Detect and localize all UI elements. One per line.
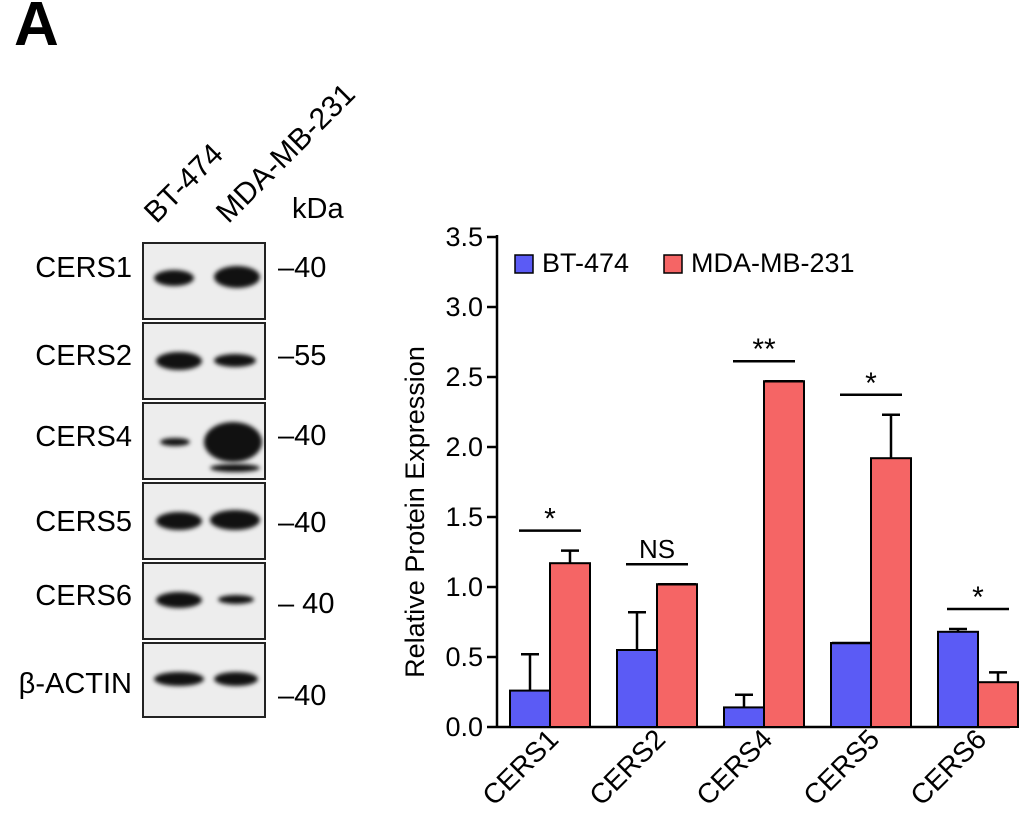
bar-mda-mb-231-cers1 <box>549 562 591 729</box>
y-axis-title: Relative Protein Expression <box>400 346 430 678</box>
blot-row-label-cers2: CERS2 <box>35 340 132 372</box>
significance-label: * <box>544 503 556 536</box>
y-tick-label: 0.0 <box>445 712 483 742</box>
bar-bt-474-cers6 <box>937 630 979 728</box>
significance-label: * <box>972 581 984 614</box>
bar-mda-mb-231-cers5 <box>870 457 912 728</box>
panel-label: A <box>14 0 59 59</box>
marker-cers1: –40 <box>278 252 327 284</box>
blot-strip-beta-actin <box>142 642 266 718</box>
bar-bt-474-cers2 <box>616 649 658 728</box>
marker-beta-actin: –40 <box>278 680 327 712</box>
blot-row-label-cers5: CERS5 <box>35 506 132 538</box>
x-tick-label: CERS6 <box>904 723 992 811</box>
y-tick-label: 1.0 <box>445 572 483 602</box>
blot-strip-cers1 <box>142 242 266 320</box>
bar-mda-mb-231-cers4 <box>763 380 805 728</box>
y-tick-label: 3.0 <box>445 292 483 322</box>
marker-cers5: –40 <box>278 507 327 539</box>
x-tick-label: CERS2 <box>583 723 671 811</box>
bar-bt-474-cers4 <box>723 706 765 729</box>
x-tick-label: CERS1 <box>476 723 564 811</box>
significance-label: * <box>865 367 877 400</box>
bar-bt-474-cers1 <box>509 689 551 728</box>
marker-cers4: –40 <box>278 420 327 452</box>
y-tick-label: 1.5 <box>445 502 483 532</box>
blot-strip-cers5 <box>142 482 266 560</box>
y-tick-label: 2.0 <box>445 432 483 462</box>
x-tick-label: CERS5 <box>797 723 885 811</box>
significance-label: ** <box>752 333 776 366</box>
marker-cers2: –55 <box>278 340 327 372</box>
x-tick-label: CERS4 <box>690 723 778 811</box>
legend-label: BT-474 <box>542 248 629 278</box>
bar-mda-mb-231-cers2 <box>656 583 698 729</box>
bar-mda-mb-231-cers6 <box>977 681 1019 729</box>
y-tick-label: 2.5 <box>445 362 483 392</box>
significance-label: NS <box>639 534 675 564</box>
blot-row-label-beta-actin: β-ACTIN <box>18 668 132 700</box>
blot-row-label-cers6: CERS6 <box>35 580 132 612</box>
bar-bt-474-cers5 <box>830 642 872 728</box>
kda-header: kDa <box>292 193 344 225</box>
blot-strip-cers2 <box>142 322 266 400</box>
legend-label: MDA-MB-231 <box>691 248 855 278</box>
legend-swatch <box>514 254 534 274</box>
y-tick-label: 3.5 <box>445 222 483 252</box>
blot-strip-cers4 <box>142 402 266 480</box>
blot-row-label-cers4: CERS4 <box>35 421 132 453</box>
blot-row-label-cers1: CERS1 <box>35 252 132 284</box>
marker-cers6: – 40 <box>278 588 335 620</box>
y-tick-label: 0.5 <box>445 642 483 672</box>
legend-swatch <box>663 254 683 274</box>
blot-strip-cers6 <box>142 562 266 640</box>
